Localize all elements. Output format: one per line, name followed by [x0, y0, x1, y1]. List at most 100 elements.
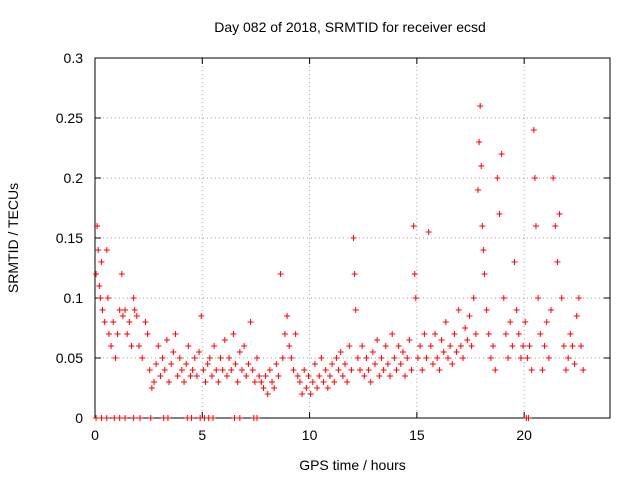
data-point: [204, 361, 211, 367]
data-point: [234, 379, 241, 385]
x-tick-label: 5: [198, 427, 206, 443]
data-point: [93, 271, 100, 277]
data-point: [183, 361, 190, 367]
data-point: [94, 223, 101, 229]
y-tick-label: 0.2: [64, 170, 84, 186]
data-point: [487, 355, 494, 361]
y-axis-label: SRMTID / TECUs: [5, 183, 21, 293]
data-point: [457, 343, 464, 349]
data-point: [241, 343, 248, 349]
x-tick-label: 0: [91, 427, 99, 443]
data-point: [423, 355, 430, 361]
data-point: [478, 163, 485, 169]
data-point: [331, 379, 338, 385]
data-point: [245, 361, 252, 367]
data-point: [260, 385, 267, 391]
data-point: [215, 379, 222, 385]
data-point: [181, 379, 188, 385]
data-point: [294, 373, 301, 379]
data-point: [277, 271, 284, 277]
data-point: [440, 349, 447, 355]
data-point: [112, 355, 119, 361]
y-tick-label: 0.25: [56, 110, 83, 126]
data-point: [296, 379, 303, 385]
data-point: [419, 367, 426, 373]
data-point: [155, 343, 162, 349]
data-point: [311, 361, 318, 367]
x-tick-label: 10: [302, 427, 318, 443]
data-point: [468, 343, 475, 349]
data-point: [515, 331, 522, 337]
data-point: [578, 343, 585, 349]
data-point: [374, 337, 381, 343]
data-point: [188, 415, 195, 421]
data-point: [164, 415, 171, 421]
data-point: [202, 379, 209, 385]
data-point: [406, 337, 413, 343]
data-point: [520, 343, 527, 349]
data-point: [133, 313, 140, 319]
data-point: [545, 355, 552, 361]
data-point: [262, 373, 269, 379]
data-point: [148, 385, 155, 391]
data-point: [449, 361, 456, 367]
data-point: [236, 415, 243, 421]
data-point: [372, 361, 379, 367]
data-point: [547, 307, 554, 313]
data-point: [111, 415, 118, 421]
data-point: [166, 379, 173, 385]
data-point: [444, 355, 451, 361]
data-points: [93, 103, 587, 421]
data-point: [161, 367, 168, 373]
data-point: [157, 373, 164, 379]
data-point: [490, 343, 497, 349]
data-point: [284, 313, 291, 319]
data-point: [378, 355, 385, 361]
y-tick-label: 0.15: [56, 230, 83, 246]
axis-ticks: 0 5 10 15 20 0 0.05 0.1 0.15 0.2 0.25 0.3: [56, 50, 610, 443]
data-point: [357, 367, 364, 373]
data-point: [337, 349, 344, 355]
data-point: [299, 391, 306, 397]
y-tick-label: 0: [75, 410, 83, 426]
data-point: [453, 349, 460, 355]
data-point: [571, 361, 578, 367]
data-point: [198, 313, 205, 319]
data-point: [128, 343, 135, 349]
data-point: [105, 331, 112, 337]
data-point: [116, 415, 123, 421]
data-point: [236, 349, 243, 355]
data-point: [219, 367, 226, 373]
data-point: [335, 367, 342, 373]
data-point: [256, 373, 263, 379]
data-point: [492, 367, 499, 373]
data-point: [238, 367, 245, 373]
data-point: [485, 331, 492, 337]
data-point: [475, 187, 482, 193]
data-point: [292, 331, 299, 337]
data-point: [476, 139, 483, 145]
data-point: [569, 343, 576, 349]
data-point: [275, 373, 282, 379]
data-point: [543, 319, 550, 325]
data-point: [427, 343, 434, 349]
data-point: [432, 331, 439, 337]
data-point: [524, 355, 531, 361]
data-point: [228, 367, 235, 373]
data-point: [309, 379, 316, 385]
data-point: [455, 307, 462, 313]
data-point: [539, 367, 546, 373]
data-point: [130, 415, 137, 421]
data-point: [193, 373, 200, 379]
data-point: [470, 295, 477, 301]
data-point: [528, 367, 535, 373]
data-point: [480, 247, 487, 253]
data-point: [513, 307, 520, 313]
data-point: [142, 319, 149, 325]
data-point: [462, 325, 469, 331]
data-point: [172, 331, 179, 337]
data-point: [565, 355, 572, 361]
data-point: [451, 331, 458, 337]
data-point: [251, 379, 258, 385]
